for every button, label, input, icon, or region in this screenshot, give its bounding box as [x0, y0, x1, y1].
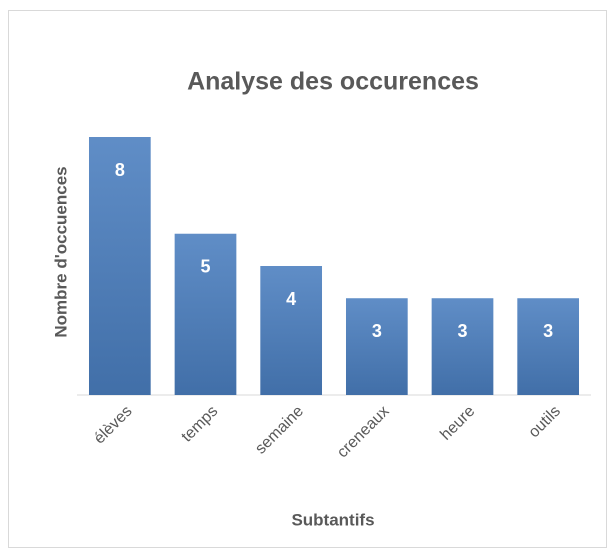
bar-shade: [174, 233, 237, 395]
bar-shade: [260, 266, 323, 395]
bar-shade: [345, 298, 408, 395]
chart-title: Analyse des occurences: [187, 68, 479, 96]
data-label: 3: [543, 321, 553, 341]
bar-shade: [88, 137, 151, 395]
data-label: 3: [372, 321, 382, 341]
bar-shade: [517, 298, 580, 395]
data-label: 8: [115, 160, 125, 180]
data-label: 5: [200, 257, 210, 277]
data-label: 3: [457, 321, 467, 341]
data-label: 4: [286, 289, 296, 309]
x-axis-label: Subtantifs: [291, 510, 374, 529]
y-axis-label: Nombre d'occuences: [51, 166, 70, 337]
bar-shade: [431, 298, 494, 395]
